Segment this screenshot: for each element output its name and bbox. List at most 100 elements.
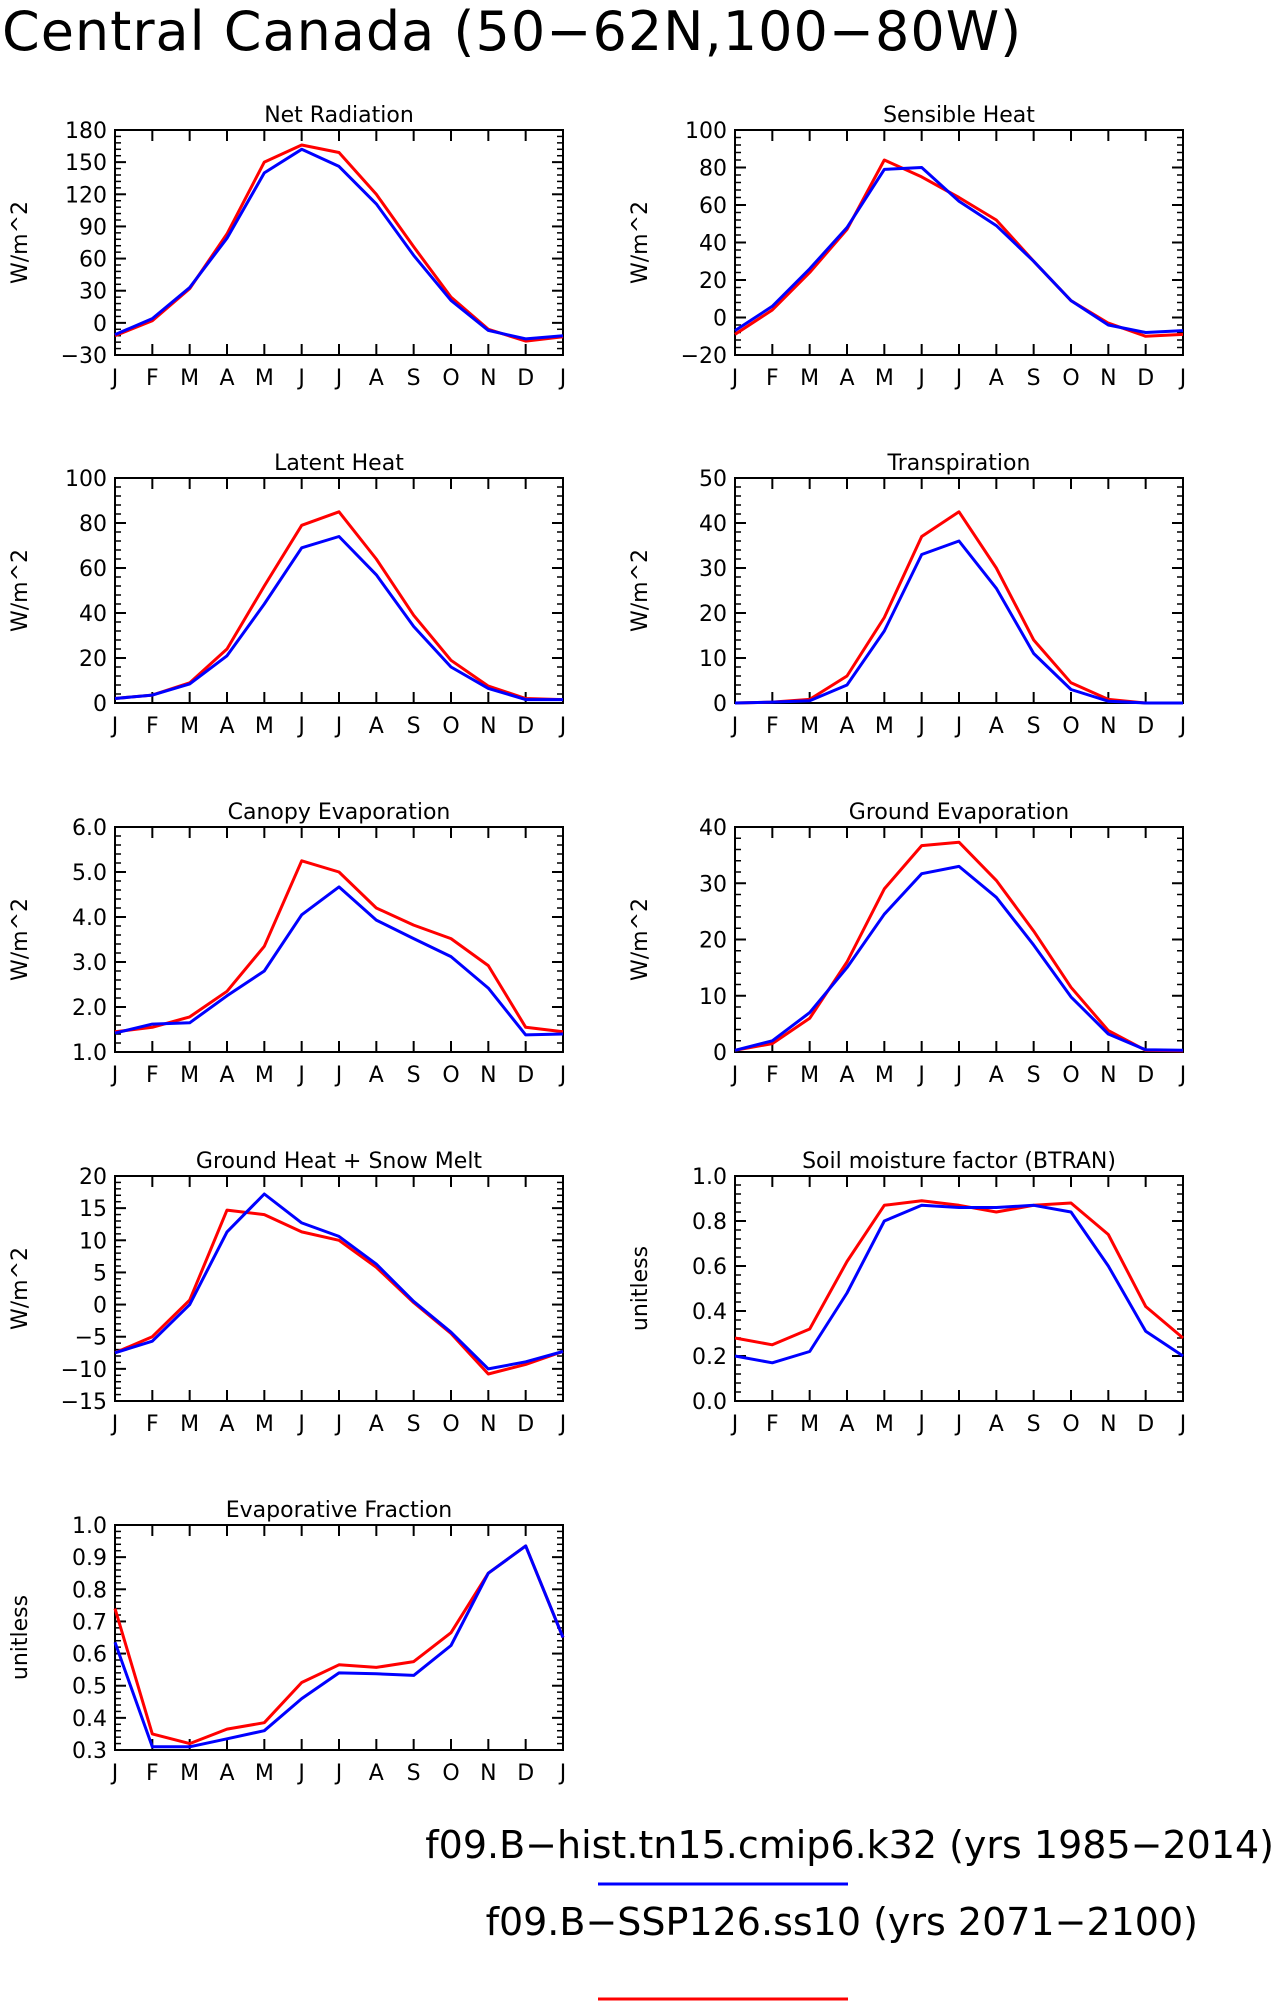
x-tick-label: A — [989, 366, 1004, 391]
panel-title: Ground Heat + Snow Melt — [196, 1149, 483, 1174]
panel-title: Latent Heat — [274, 451, 404, 476]
x-tick-label: S — [1027, 1412, 1041, 1437]
y-tick-label: 0 — [713, 692, 727, 717]
x-tick-label: O — [442, 1761, 459, 1786]
y-tick-label: 100 — [685, 119, 727, 144]
x-tick-label: J — [334, 366, 343, 391]
x-tick-label: J — [296, 1063, 305, 1088]
series-line-ssp126 — [734, 840, 1184, 1053]
y-tick-label: 0 — [713, 1041, 727, 1066]
y-tick-label: 15 — [79, 1197, 107, 1222]
x-tick-label: M — [255, 366, 274, 391]
y-tick-label: 20 — [699, 269, 727, 294]
x-tick-label: J — [558, 366, 567, 391]
y-tick-label: 60 — [79, 248, 107, 273]
y-tick-label: 1.0 — [692, 1165, 727, 1190]
x-tick-label: N — [1100, 366, 1116, 391]
plot-frame — [734, 1175, 1184, 1402]
x-tick-label: J — [730, 714, 739, 739]
y-tick-label: 0.3 — [72, 1739, 107, 1764]
y-tick-label: 5.0 — [72, 861, 107, 886]
y-axis-label: W/m^2 — [8, 201, 33, 284]
y-tick-label: 0.4 — [692, 1300, 727, 1325]
y-tick-label: 6.0 — [72, 816, 107, 841]
panel-title: Net Radiation — [264, 103, 414, 128]
y-tick-label: 20 — [79, 647, 107, 672]
y-tick-label: 3.0 — [72, 951, 107, 976]
x-tick-label: S — [1027, 1063, 1041, 1088]
y-axis-label: W/m^2 — [628, 549, 653, 632]
x-tick-label: F — [766, 1412, 779, 1437]
x-tick-label: J — [296, 1412, 305, 1437]
series-line-ssp126 — [734, 1199, 1184, 1347]
y-tick-label: 80 — [699, 157, 727, 182]
x-tick-label: M — [800, 714, 819, 739]
x-tick-label: J — [1178, 714, 1187, 739]
x-tick-label: J — [730, 366, 739, 391]
y-tick-label: 40 — [699, 232, 727, 257]
x-tick-label: M — [255, 1412, 274, 1437]
series-line-hist — [114, 147, 564, 341]
y-tick-label: 0.6 — [72, 1643, 107, 1668]
x-tick-label: J — [110, 366, 119, 391]
x-tick-label: M — [255, 1761, 274, 1786]
x-tick-label: A — [219, 1063, 234, 1088]
x-tick-label: F — [146, 1412, 159, 1437]
y-tick-label: −20 — [681, 344, 727, 369]
y-tick-label: 0.2 — [692, 1345, 727, 1370]
x-tick-label: A — [369, 1063, 384, 1088]
x-tick-label: M — [800, 1412, 819, 1437]
y-axis-label: W/m^2 — [628, 201, 653, 284]
plot-frame — [734, 129, 1184, 356]
series-line-hist — [114, 885, 564, 1037]
y-axis-label: unitless — [628, 1246, 653, 1331]
y-tick-label: 20 — [79, 1165, 107, 1190]
x-tick-label: J — [916, 366, 925, 391]
x-tick-label: O — [1062, 714, 1079, 739]
x-tick-label: O — [1062, 1063, 1079, 1088]
x-tick-label: N — [480, 366, 496, 391]
y-tick-label: 90 — [79, 215, 107, 240]
series-line-ssp126 — [114, 859, 564, 1034]
x-tick-label: O — [1062, 1412, 1079, 1437]
panel-canopy-evaporation: Canopy Evaporation W/m^2 1.0 2.0 3.0 4.0 5.0 6.… — [8, 800, 566, 1088]
x-tick-label: D — [517, 1063, 534, 1088]
y-tick-label: 100 — [65, 467, 107, 492]
x-tick-label: N — [480, 1063, 496, 1088]
x-tick-label: J — [916, 1063, 925, 1088]
series-line-hist — [114, 1192, 564, 1371]
series-line-ssp126 — [114, 143, 564, 343]
legend: f09.B−hist.tn15.cmip6.k32 (yrs 1985−2014… — [425, 1823, 1274, 2001]
x-tick-label: F — [146, 366, 159, 391]
y-tick-label: 0 — [713, 307, 727, 332]
x-tick-label: J — [558, 1412, 567, 1437]
x-tick-label: J — [110, 714, 119, 739]
y-axis-label: W/m^2 — [8, 898, 33, 981]
x-tick-label: J — [296, 1761, 305, 1786]
x-tick-label: J — [954, 366, 963, 391]
x-tick-label: M — [180, 1063, 199, 1088]
x-tick-label: A — [369, 714, 384, 739]
x-tick-label: M — [875, 714, 894, 739]
x-tick-label: D — [517, 1412, 534, 1437]
plot-frame — [114, 1524, 564, 1751]
x-tick-label: A — [839, 1412, 854, 1437]
x-tick-label: J — [558, 1761, 567, 1786]
x-tick-label: A — [219, 714, 234, 739]
x-tick-label: J — [730, 1063, 739, 1088]
x-tick-label: A — [989, 714, 1004, 739]
panel-title: Sensible Heat — [883, 103, 1035, 128]
y-tick-label: 10 — [699, 647, 727, 672]
x-tick-label: A — [989, 1063, 1004, 1088]
x-tick-label: M — [180, 366, 199, 391]
y-tick-label: 0.8 — [72, 1578, 107, 1603]
y-tick-label: 30 — [699, 557, 727, 582]
x-tick-label: A — [839, 1063, 854, 1088]
y-tick-label: 40 — [79, 602, 107, 627]
x-tick-label: D — [1137, 366, 1154, 391]
figure-title: Central Canada (50−62N,100−80W) — [2, 0, 1022, 63]
